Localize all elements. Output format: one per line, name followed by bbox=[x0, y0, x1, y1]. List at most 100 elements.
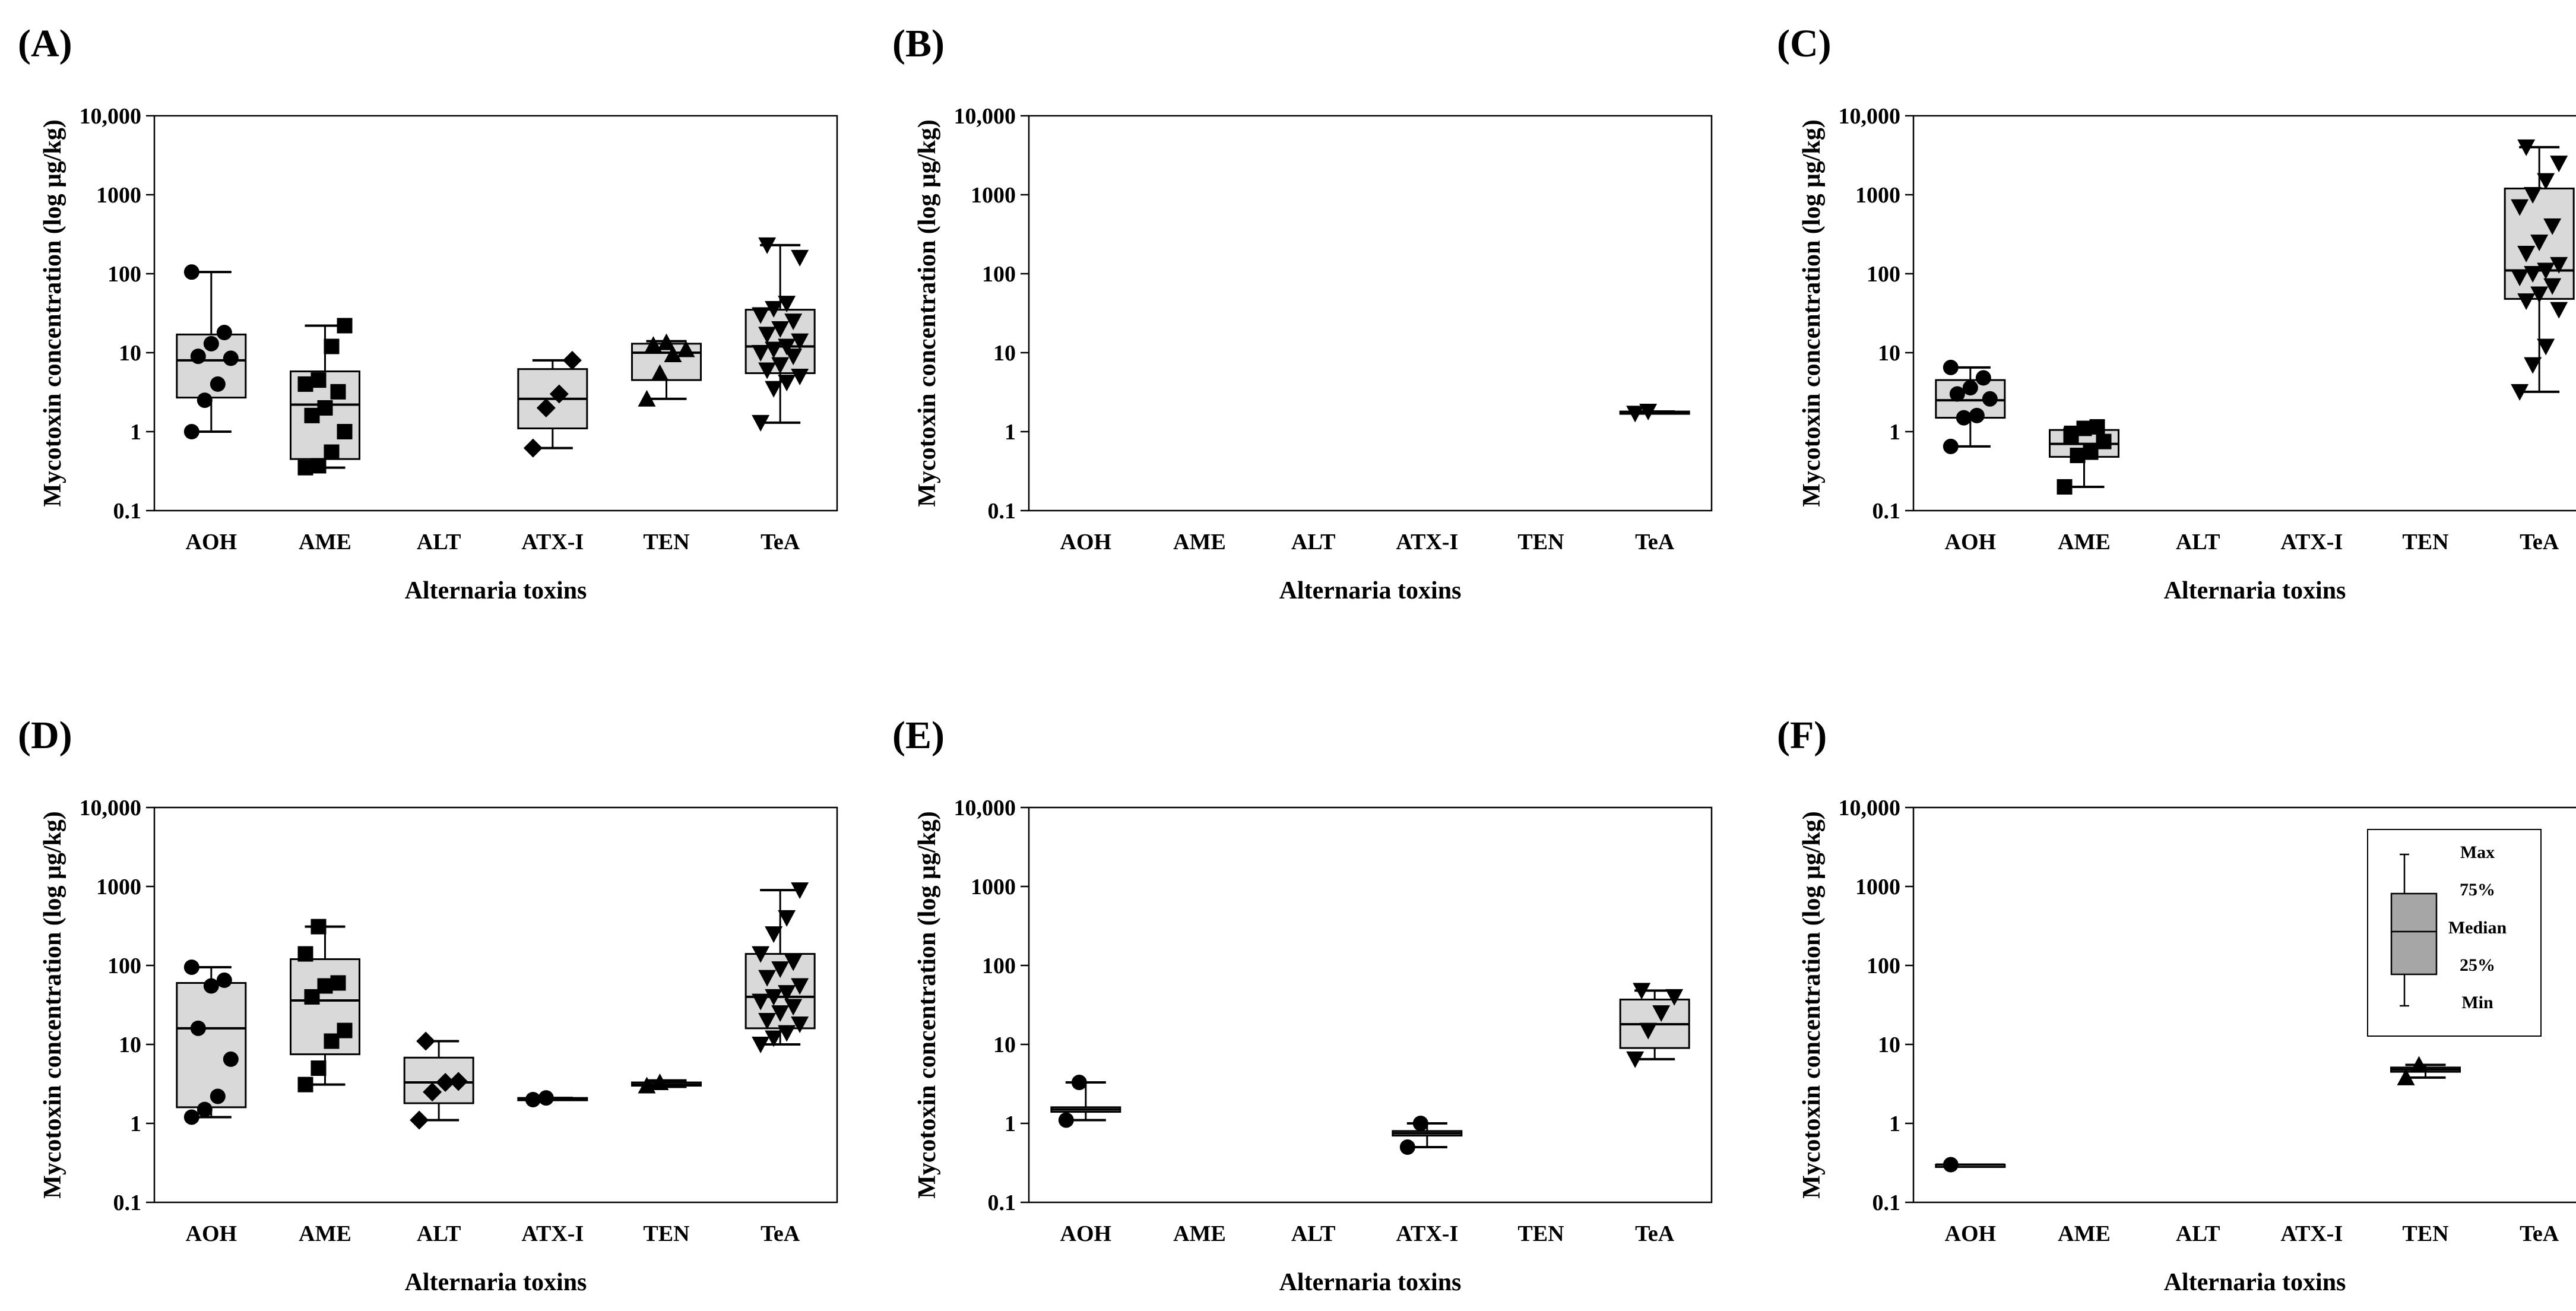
legend-label-median: Median bbox=[2448, 918, 2507, 938]
data-point bbox=[525, 1091, 541, 1107]
chart-panel-2: (B) 0.1 1 10 100 1000 10,000 AOH AME ALT ATX-I TEN T… bbox=[892, 22, 1713, 604]
x-tick-label: AOH bbox=[1945, 1221, 1997, 1246]
y-tick-label: 10,000 bbox=[80, 796, 142, 821]
y-tick-label: 10 bbox=[119, 341, 141, 366]
plot-frame bbox=[153, 115, 838, 512]
x-tick-label: ATX-I bbox=[1396, 1221, 1458, 1246]
x-tick-label: ALT bbox=[417, 530, 461, 555]
y-tick-label: 10 bbox=[1878, 341, 1900, 366]
panel-label: (B) bbox=[892, 22, 945, 65]
plot-frame bbox=[153, 806, 838, 1204]
data-point bbox=[752, 414, 770, 432]
box-atx-i bbox=[1392, 1116, 1463, 1155]
box-tea bbox=[744, 237, 816, 432]
data-point bbox=[304, 407, 320, 423]
data-point bbox=[1962, 380, 1978, 396]
data-point bbox=[2410, 1056, 2428, 1073]
chart-panel-3: (C) 0.1 1 10 100 1000 10,000 AOH AME ALT ATX-I TEN T… bbox=[1777, 22, 2576, 604]
data-point bbox=[2550, 256, 2568, 274]
data-point bbox=[2057, 479, 2073, 495]
panel-label: (A) bbox=[18, 22, 72, 65]
y-tick-label: 10,000 bbox=[954, 796, 1016, 821]
x-tick-label: AOH bbox=[1945, 530, 1997, 555]
data-point bbox=[1412, 1116, 1428, 1131]
legend-label-min: Min bbox=[2461, 993, 2493, 1012]
y-tick-label: 100 bbox=[982, 262, 1016, 287]
y-tick-label: 100 bbox=[982, 954, 1016, 978]
x-tick-label: TEN bbox=[643, 530, 689, 555]
data-point bbox=[791, 333, 809, 350]
data-point bbox=[784, 349, 803, 366]
data-point bbox=[223, 350, 239, 366]
x-axis-title: Alternaria toxins bbox=[1279, 1269, 1462, 1296]
x-tick-label: ATX-I bbox=[2280, 1221, 2343, 1246]
data-point bbox=[1058, 1112, 1074, 1128]
data-point bbox=[791, 978, 809, 995]
y-tick-label: 0.1 bbox=[113, 499, 142, 524]
data-point bbox=[423, 1082, 442, 1102]
data-point bbox=[317, 400, 333, 416]
data-point bbox=[2530, 235, 2549, 252]
y-tick-label: 0.1 bbox=[988, 499, 1016, 524]
data-point bbox=[1969, 407, 1985, 423]
data-point bbox=[337, 424, 353, 439]
data-point bbox=[778, 338, 796, 356]
data-point bbox=[410, 1110, 429, 1130]
x-tick-label: TeA bbox=[1635, 530, 1675, 555]
data-point bbox=[791, 1016, 809, 1034]
y-tick-label: 1000 bbox=[1855, 183, 1900, 208]
data-point bbox=[297, 946, 313, 962]
data-point bbox=[310, 458, 327, 474]
y-axis-title: Mycotoxin concentration (log μg/kg) bbox=[1798, 119, 1826, 507]
data-point bbox=[2524, 357, 2542, 374]
box-tea bbox=[1619, 983, 1690, 1068]
data-point bbox=[1665, 989, 1684, 1006]
data-point bbox=[2530, 286, 2549, 303]
data-point bbox=[310, 919, 327, 935]
y-tick-label: 10,000 bbox=[1839, 796, 1901, 821]
data-point bbox=[758, 970, 777, 987]
x-axis-title: Alternaria toxins bbox=[2164, 577, 2346, 604]
data-point bbox=[765, 1030, 783, 1047]
data-point bbox=[791, 882, 809, 900]
x-tick-label: TeA bbox=[2520, 1221, 2559, 1246]
x-tick-label: TeA bbox=[1635, 1221, 1675, 1246]
data-point bbox=[523, 438, 543, 458]
data-point bbox=[2537, 338, 2555, 356]
data-point bbox=[752, 307, 770, 324]
y-tick-label: 0.1 bbox=[1872, 1190, 1901, 1215]
x-tick-label: AME bbox=[299, 530, 351, 555]
data-point bbox=[2537, 262, 2555, 280]
y-tick-label: 1000 bbox=[1855, 875, 1900, 900]
x-tick-label: ATX-I bbox=[1396, 530, 1458, 555]
x-tick-label: AME bbox=[1173, 530, 1226, 555]
y-tick-label: 1000 bbox=[971, 875, 1016, 900]
data-point bbox=[190, 1020, 206, 1036]
data-point bbox=[2511, 199, 2529, 216]
box-ame bbox=[290, 919, 360, 1092]
plot-frame bbox=[1912, 115, 2576, 512]
data-point bbox=[538, 1090, 554, 1106]
data-point bbox=[2063, 428, 2079, 444]
x-tick-label: TeA bbox=[761, 530, 800, 555]
plot-frame bbox=[1912, 806, 2576, 1204]
data-point bbox=[1399, 1139, 1415, 1155]
data-point bbox=[2550, 302, 2568, 319]
data-point bbox=[2524, 187, 2542, 204]
data-point bbox=[784, 954, 803, 971]
x-tick-label: ALT bbox=[2176, 530, 2220, 555]
x-tick-label: TEN bbox=[643, 1221, 689, 1246]
x-axis-title: Alternaria toxins bbox=[405, 577, 587, 604]
y-tick-label: 1 bbox=[1005, 1112, 1016, 1136]
box-ten bbox=[631, 333, 702, 407]
y-tick-label: 10,000 bbox=[80, 104, 142, 129]
legend-label-q1: 25% bbox=[2460, 955, 2495, 975]
data-point bbox=[2511, 270, 2529, 287]
data-point bbox=[183, 959, 199, 975]
box-aoh bbox=[1050, 1075, 1121, 1128]
x-tick-label: TeA bbox=[761, 1221, 800, 1246]
data-point bbox=[324, 444, 340, 460]
data-point bbox=[197, 1101, 213, 1117]
data-point bbox=[752, 345, 770, 362]
